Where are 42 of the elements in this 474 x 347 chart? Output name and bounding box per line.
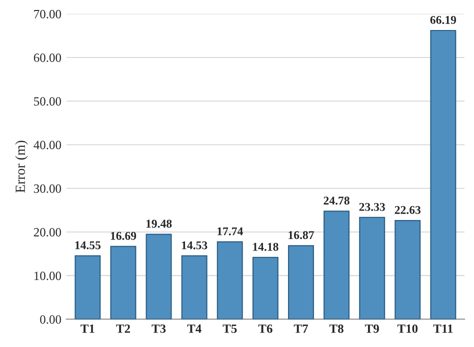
y-tick-label: 10.00 [34,272,62,280]
bar [146,234,172,320]
y-tick-label: 70.00 [34,10,62,18]
data-label: 14.18 [253,242,278,251]
x-tick-label: T3 [152,324,166,333]
data-label: 14.53 [182,241,208,250]
y-tick-label: 40.00 [34,140,62,150]
x-tick-label: T4 [187,324,202,333]
bar [110,246,136,320]
x-tick-label: T6 [258,324,272,333]
x-tick-label: T9 [364,324,379,333]
y-tick-label: 20.00 [34,228,62,237]
x-tick-label: T11 [433,324,453,333]
data-label: 24.78 [324,196,350,205]
bar [394,220,421,320]
data-label: 17.74 [218,227,243,236]
data-label: 19.48 [146,220,172,228]
data-label: 14.55 [75,241,101,250]
x-tick-label: T7 [294,324,308,333]
bar [181,255,208,320]
bar [288,245,314,320]
x-tick-label: T8 [329,324,344,333]
bar [430,30,456,320]
bar [74,255,101,320]
x-tick-label: T2 [116,324,130,333]
data-label: 66.19 [430,16,456,24]
bar [324,210,350,320]
data-label: 22.63 [394,206,421,214]
x-tick-label: T10 [397,324,418,333]
y-tick-label: 50.00 [34,97,62,106]
y-tick-label: 30.00 [34,184,62,193]
y-tick-label: 60.00 [34,54,62,62]
y-tick-label: 0.00 [40,315,62,324]
x-tick-label: T5 [222,324,237,333]
bar [216,241,243,320]
data-label: 23.33 [359,202,385,211]
data-label: 16.69 [110,232,136,240]
x-tick-label: T1 [80,324,94,333]
bar [359,216,386,320]
bar [252,256,278,320]
data-label: 16.87 [288,231,314,240]
y-axis-title: Error (m) [15,140,28,193]
